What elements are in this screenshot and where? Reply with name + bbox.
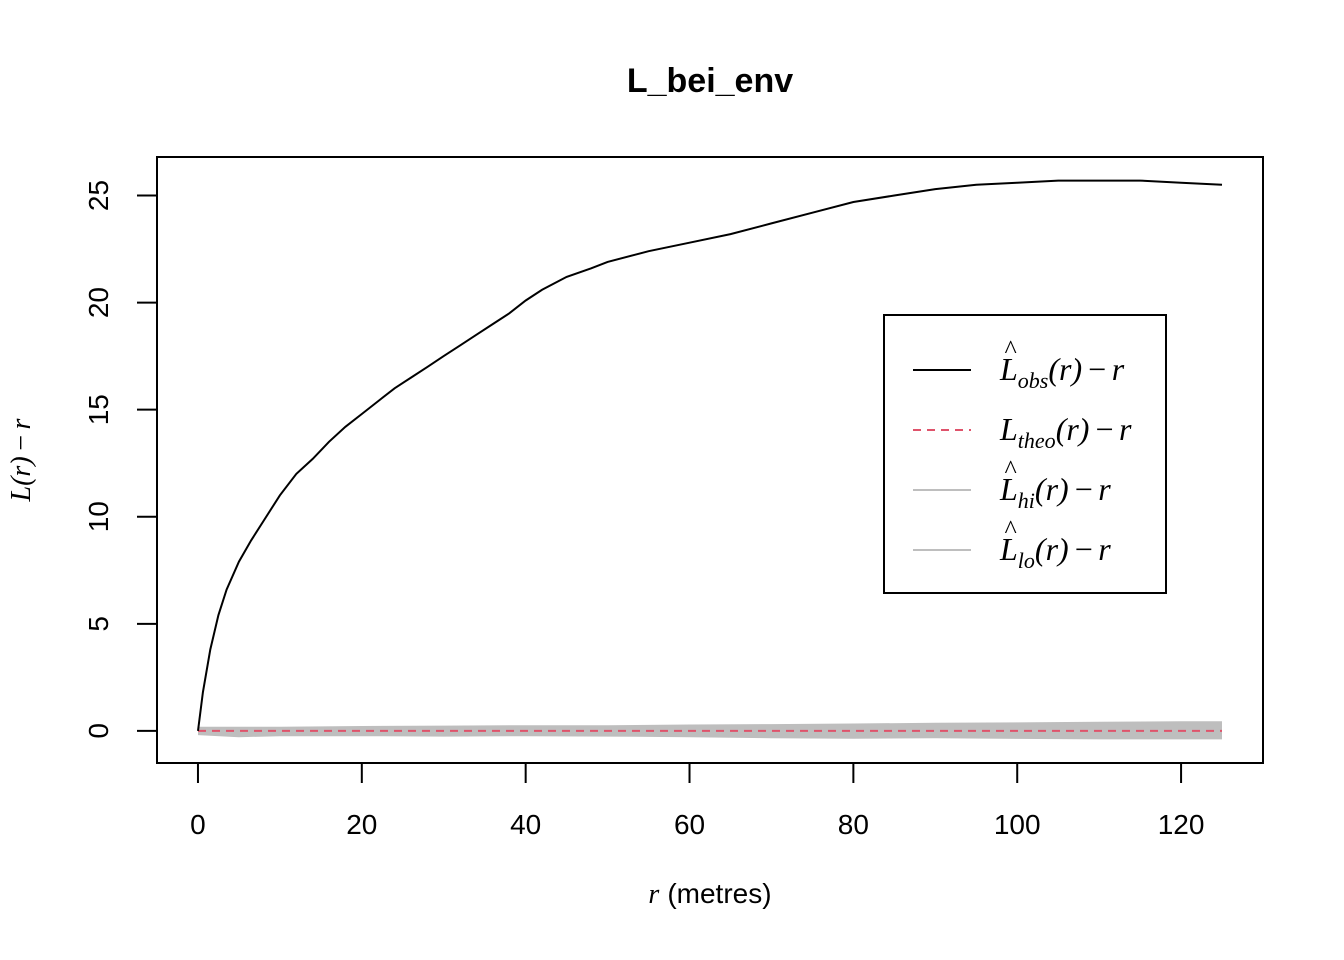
legend-obs-label: Lobs(r) − r [999, 351, 1125, 393]
chart-title: L_bei_env [627, 62, 793, 100]
y-tick-label: 15 [83, 394, 114, 425]
legend-hi-label: Lhi(r) − r [999, 471, 1111, 513]
legend-theo-paren: (r) [1056, 411, 1090, 447]
x-tick-label: 60 [674, 809, 705, 840]
legend-lo-label: Llo(r) − r [999, 531, 1111, 573]
legend-obs-sub: obs [1018, 368, 1049, 393]
y-axis-label-open: ( [6, 475, 37, 486]
legend-hi-minus: − [1073, 471, 1095, 507]
legend-obs-tail: r [1112, 351, 1125, 387]
legend-hi-sub: hi [1018, 488, 1035, 513]
y-axis-label-minus: − [6, 433, 37, 452]
legend-theo-label: Ltheo(r) − r [999, 411, 1132, 453]
legend-theo-func: L [999, 411, 1018, 447]
x-tick-label: 100 [994, 809, 1041, 840]
y-axis-label-tail: r [6, 418, 37, 429]
legend-lo-sub: lo [1018, 548, 1035, 573]
legend-lo-hat: ^ [1004, 515, 1017, 544]
x-axis-label: r (metres) [648, 878, 771, 910]
x-tick-label: 0 [190, 809, 206, 840]
x-axis: 0 20 40 60 80 100 120 [190, 762, 1205, 840]
legend-box [883, 314, 1167, 594]
x-tick-label: 80 [838, 809, 869, 840]
legend-theo-minus: − [1093, 411, 1115, 447]
legend-lo-paren: (r) [1035, 531, 1069, 567]
y-axis-label-arg: r [6, 466, 37, 477]
y-axis-label: L(r)−r [6, 418, 37, 502]
legend-theo-sub: theo [1018, 428, 1056, 453]
legend-theo-tail: r [1119, 411, 1132, 447]
x-tick-label: 40 [510, 809, 541, 840]
y-axis-label-close: ) [6, 456, 37, 467]
y-axis-label-func: L [6, 486, 37, 503]
legend-lo-func: L [999, 531, 1018, 567]
y-tick-label: 10 [83, 501, 114, 532]
series-hi-line [198, 721, 1222, 729]
x-tick-label: 20 [346, 809, 377, 840]
legend-lo-minus: − [1073, 531, 1095, 567]
legend-hi-hat: ^ [1004, 455, 1017, 484]
legend-obs-hat: ^ [1004, 335, 1017, 364]
legend-hi-tail: r [1098, 471, 1111, 507]
y-tick-label: 5 [83, 616, 114, 632]
y-axis: 0 5 10 15 20 25 [83, 180, 158, 739]
series-lines [197, 179, 1223, 740]
legend-hi-paren: (r) [1035, 471, 1069, 507]
x-axis-label-unit: (metres) [667, 878, 771, 909]
legend-lo-tail: r [1098, 531, 1111, 567]
y-tick-label: 25 [83, 180, 114, 211]
y-tick-label: 0 [83, 723, 114, 739]
x-axis-label-var: r [648, 879, 659, 910]
series-lo-line [197, 733, 1222, 740]
legend-obs-minus: − [1086, 351, 1108, 387]
legend-obs-paren: (r) [1048, 351, 1082, 387]
x-tick-label: 120 [1158, 809, 1205, 840]
series-obs-line [197, 179, 1223, 732]
legend-obs-func: L [999, 351, 1018, 387]
y-tick-label: 20 [83, 287, 114, 318]
legend-hi-func: L [999, 471, 1018, 507]
